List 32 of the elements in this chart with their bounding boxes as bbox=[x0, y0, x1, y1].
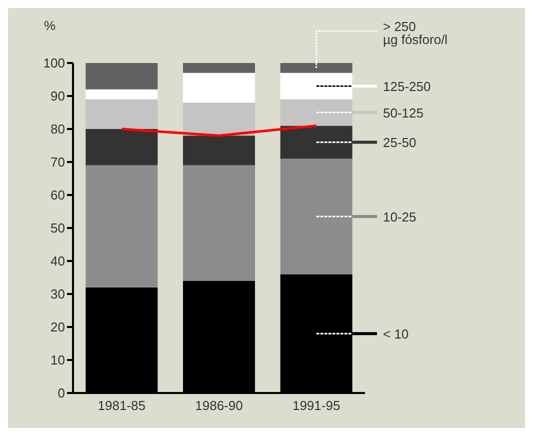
y-tick-label: 0 bbox=[58, 386, 65, 401]
bar bbox=[182, 63, 255, 73]
x-tick-label: 1986-90 bbox=[195, 398, 243, 414]
y-tick-label: 60 bbox=[50, 188, 65, 203]
bar bbox=[86, 129, 158, 166]
bar bbox=[182, 102, 255, 136]
bar bbox=[182, 136, 255, 166]
y-tick-label: 20 bbox=[50, 320, 65, 335]
bar bbox=[86, 89, 158, 100]
legend-label: 125-250 bbox=[383, 79, 431, 94]
x-tick-label: 1991-95 bbox=[292, 398, 340, 414]
text: > 250 µg fósforo/l bbox=[383, 19, 448, 47]
legend-label: 25-50 bbox=[383, 135, 416, 150]
bar bbox=[182, 165, 255, 281]
y-tick-label: 30 bbox=[50, 286, 65, 302]
legend-label: 10-25 bbox=[383, 209, 416, 224]
legend-label: < 10 bbox=[383, 326, 409, 342]
y-tick-label: 40 bbox=[50, 254, 65, 269]
legend-label: 50-125 bbox=[383, 106, 424, 120]
y-tick-label: 10 bbox=[50, 352, 65, 368]
y-tick-label: 70 bbox=[50, 154, 65, 170]
bar bbox=[86, 99, 158, 129]
bar bbox=[86, 63, 158, 90]
y-tick-label: 100 bbox=[43, 56, 65, 71]
y-tick-label: 90 bbox=[50, 88, 65, 104]
bar bbox=[280, 63, 352, 73]
bar bbox=[182, 72, 255, 103]
x-tick-label: 1981-85 bbox=[98, 398, 146, 414]
bar bbox=[86, 165, 158, 288]
y-tick-label: 80 bbox=[50, 122, 65, 137]
y-axis-title: % bbox=[44, 18, 56, 33]
y-tick-label: 50 bbox=[50, 220, 65, 236]
